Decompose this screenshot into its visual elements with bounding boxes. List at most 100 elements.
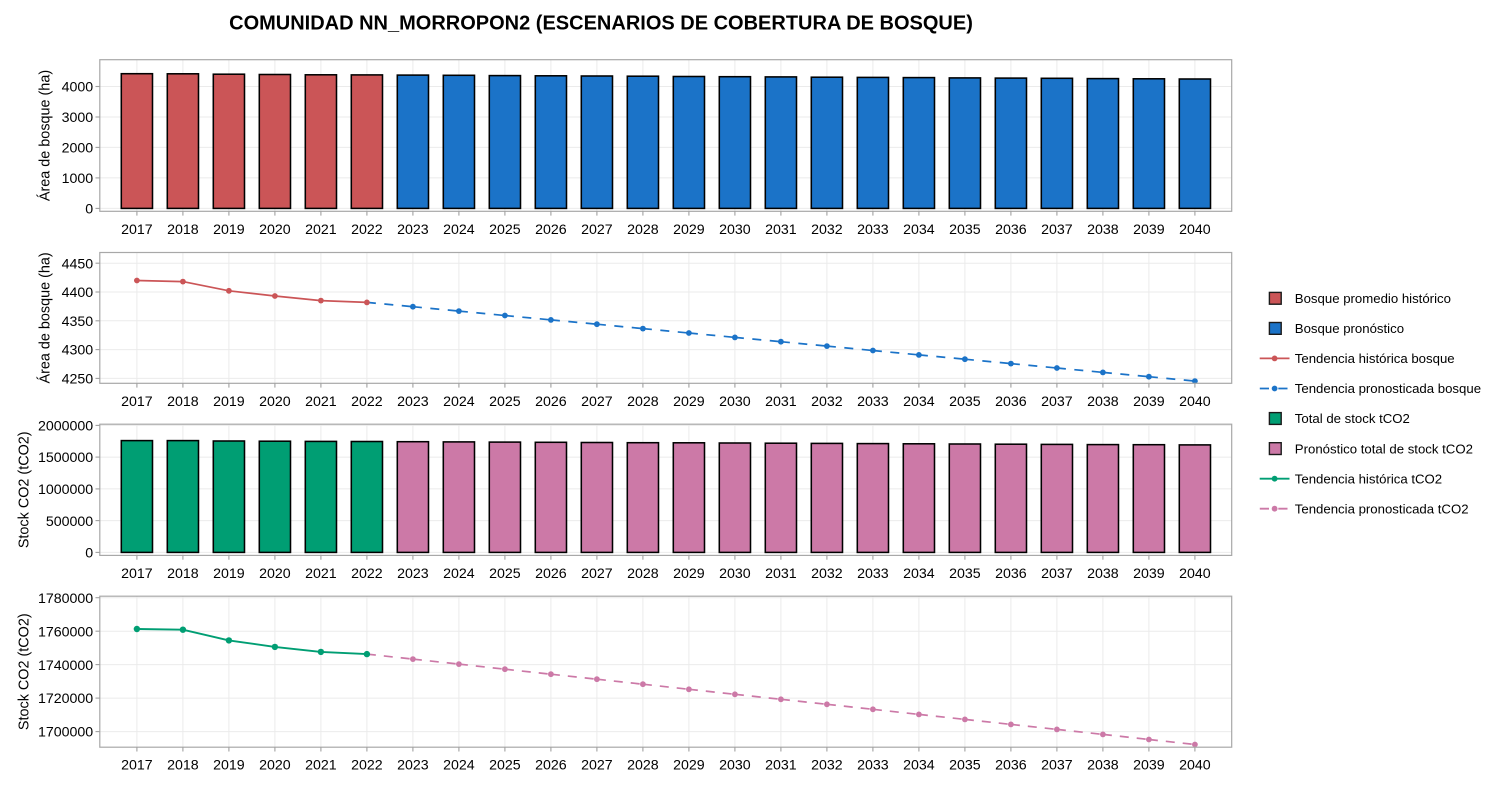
svg-text:2028: 2028 [627, 394, 659, 410]
svg-text:2020: 2020 [259, 758, 291, 774]
svg-text:2028: 2028 [627, 566, 659, 582]
svg-text:2030: 2030 [719, 394, 751, 410]
svg-text:2021: 2021 [305, 758, 337, 774]
svg-text:4400: 4400 [62, 285, 94, 301]
svg-text:1760000: 1760000 [38, 624, 93, 640]
svg-text:2028: 2028 [627, 222, 659, 238]
svg-text:1740000: 1740000 [38, 658, 93, 674]
svg-text:2024: 2024 [443, 758, 475, 774]
svg-text:2019: 2019 [213, 222, 245, 238]
svg-text:2025: 2025 [489, 566, 521, 582]
svg-text:4250: 4250 [62, 372, 94, 388]
svg-text:2018: 2018 [167, 758, 199, 774]
svg-text:4450: 4450 [62, 256, 94, 272]
svg-text:2031: 2031 [765, 394, 797, 410]
svg-text:COMUNIDAD NN_MORROPON2 (ESCENA: COMUNIDAD NN_MORROPON2 (ESCENARIOS DE CO… [229, 13, 973, 35]
svg-text:Pronóstico total de stock tCO2: Pronóstico total de stock tCO2 [1295, 441, 1473, 456]
svg-text:2038: 2038 [1087, 758, 1119, 774]
svg-text:2030: 2030 [719, 758, 751, 774]
svg-text:4350: 4350 [62, 314, 94, 330]
svg-text:2027: 2027 [581, 222, 613, 238]
svg-text:4000: 4000 [62, 80, 94, 96]
svg-text:2026: 2026 [535, 222, 567, 238]
svg-text:Bosque pronóstico: Bosque pronóstico [1295, 321, 1404, 336]
svg-text:2038: 2038 [1087, 566, 1119, 582]
svg-text:2020: 2020 [259, 394, 291, 410]
svg-text:2033: 2033 [857, 222, 889, 238]
svg-text:2031: 2031 [765, 758, 797, 774]
svg-text:2026: 2026 [535, 394, 567, 410]
svg-text:2032: 2032 [811, 758, 843, 774]
svg-text:2017: 2017 [121, 394, 153, 410]
svg-text:2028: 2028 [627, 758, 659, 774]
svg-text:2030: 2030 [719, 222, 751, 238]
svg-text:2034: 2034 [903, 566, 935, 582]
svg-text:Bosque promedio histórico: Bosque promedio histórico [1295, 291, 1451, 306]
svg-text:2022: 2022 [351, 394, 383, 410]
svg-text:2037: 2037 [1041, 758, 1073, 774]
svg-text:Stock CO2 (tCO2): Stock CO2 (tCO2) [17, 613, 33, 730]
svg-text:2039: 2039 [1133, 394, 1165, 410]
svg-text:2027: 2027 [581, 394, 613, 410]
svg-text:2037: 2037 [1041, 394, 1073, 410]
svg-text:2036: 2036 [995, 758, 1027, 774]
svg-text:2040: 2040 [1179, 566, 1211, 582]
svg-text:2017: 2017 [121, 566, 153, 582]
svg-text:2022: 2022 [351, 222, 383, 238]
svg-text:2036: 2036 [995, 566, 1027, 582]
svg-text:2024: 2024 [443, 222, 475, 238]
svg-text:2020: 2020 [259, 566, 291, 582]
svg-text:Tendencia pronosticada bosque: Tendencia pronosticada bosque [1295, 381, 1481, 396]
svg-text:1500000: 1500000 [38, 450, 93, 466]
svg-text:2024: 2024 [443, 566, 475, 582]
svg-text:2039: 2039 [1133, 758, 1165, 774]
svg-text:1000000: 1000000 [38, 482, 93, 498]
svg-text:Tendencia pronosticada tCO2: Tendencia pronosticada tCO2 [1295, 501, 1469, 516]
svg-text:2031: 2031 [765, 222, 797, 238]
svg-text:2033: 2033 [857, 758, 889, 774]
svg-text:2021: 2021 [305, 566, 337, 582]
svg-text:2035: 2035 [949, 566, 981, 582]
svg-text:2020: 2020 [259, 222, 291, 238]
svg-text:2019: 2019 [213, 566, 245, 582]
svg-text:2022: 2022 [351, 566, 383, 582]
svg-text:2035: 2035 [949, 222, 981, 238]
svg-text:2040: 2040 [1179, 222, 1211, 238]
svg-text:2025: 2025 [489, 758, 521, 774]
svg-text:Tendencia histórica bosque: Tendencia histórica bosque [1295, 351, 1455, 366]
svg-text:Tendencia histórica tCO2: Tendencia histórica tCO2 [1295, 471, 1442, 486]
svg-text:2025: 2025 [489, 222, 521, 238]
svg-text:2000000: 2000000 [38, 419, 93, 435]
svg-text:2036: 2036 [995, 222, 1027, 238]
svg-text:2026: 2026 [535, 566, 567, 582]
svg-text:2038: 2038 [1087, 222, 1119, 238]
svg-text:2035: 2035 [949, 758, 981, 774]
svg-text:2026: 2026 [535, 758, 567, 774]
svg-text:2029: 2029 [673, 394, 705, 410]
svg-text:2039: 2039 [1133, 566, 1165, 582]
svg-text:2033: 2033 [857, 566, 889, 582]
svg-text:0: 0 [85, 202, 93, 218]
svg-text:2018: 2018 [167, 566, 199, 582]
svg-text:2018: 2018 [167, 394, 199, 410]
svg-text:2034: 2034 [903, 222, 935, 238]
svg-text:1720000: 1720000 [38, 691, 93, 707]
svg-text:Total de stock tCO2: Total de stock tCO2 [1295, 411, 1410, 426]
svg-text:2027: 2027 [581, 566, 613, 582]
svg-text:1700000: 1700000 [38, 725, 93, 741]
svg-text:2032: 2032 [811, 394, 843, 410]
svg-text:2040: 2040 [1179, 758, 1211, 774]
svg-text:2039: 2039 [1133, 222, 1165, 238]
svg-text:4300: 4300 [62, 343, 94, 359]
svg-text:2017: 2017 [121, 222, 153, 238]
svg-text:2033: 2033 [857, 394, 889, 410]
svg-text:2029: 2029 [673, 566, 705, 582]
svg-text:2029: 2029 [673, 758, 705, 774]
svg-text:2023: 2023 [397, 758, 429, 774]
svg-text:2027: 2027 [581, 758, 613, 774]
svg-text:2021: 2021 [305, 394, 337, 410]
svg-text:2000: 2000 [62, 141, 94, 157]
svg-text:2032: 2032 [811, 222, 843, 238]
svg-text:2032: 2032 [811, 566, 843, 582]
svg-text:2040: 2040 [1179, 394, 1211, 410]
